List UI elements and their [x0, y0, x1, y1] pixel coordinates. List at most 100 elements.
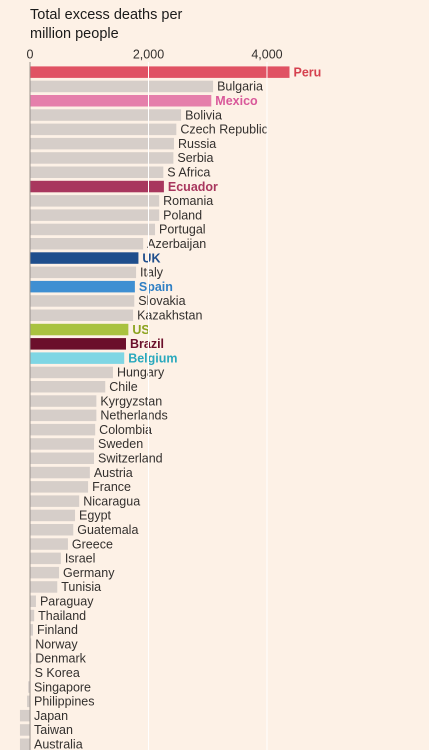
- category-label: Sweden: [98, 437, 143, 451]
- category-label: Finland: [37, 623, 78, 637]
- category-label: Denmark: [35, 652, 86, 666]
- bar: [30, 452, 94, 464]
- category-label: Switzerland: [98, 452, 163, 466]
- bar: [30, 195, 160, 207]
- bar: [30, 438, 94, 450]
- category-label: Spain: [139, 280, 173, 294]
- category-label: Netherlands: [100, 409, 167, 423]
- chart-title: Total excess deaths per million people: [30, 7, 183, 42]
- bar: [19, 724, 31, 736]
- category-label: Israel: [65, 552, 96, 566]
- bar: [19, 738, 31, 750]
- bar: [30, 595, 36, 607]
- bar: [30, 295, 135, 307]
- x-tick-label: 4,000: [251, 47, 282, 61]
- bar: [30, 338, 126, 350]
- bar: [30, 352, 125, 364]
- bar: [30, 238, 144, 250]
- category-label: Australia: [34, 738, 83, 750]
- category-label: Japan: [34, 709, 68, 723]
- category-label: Romania: [163, 194, 213, 208]
- bar: [30, 509, 76, 522]
- bar: [30, 123, 177, 136]
- category-label: Bulgaria: [217, 80, 263, 94]
- bar: [30, 280, 135, 293]
- bar: [30, 423, 96, 436]
- bar: [19, 709, 31, 722]
- bar: [30, 466, 90, 479]
- bar: [30, 95, 212, 107]
- category-label: Philippines: [34, 695, 94, 709]
- category-label: Austria: [94, 466, 133, 480]
- bar: [30, 609, 35, 622]
- category-label: S Africa: [167, 166, 210, 180]
- category-label: Chile: [109, 380, 138, 394]
- category-label: Taiwan: [34, 723, 73, 737]
- category-label: Norway: [35, 637, 78, 651]
- bar: [30, 166, 164, 178]
- bar: [30, 652, 32, 665]
- category-label: Russia: [178, 137, 216, 151]
- bar: [30, 109, 182, 121]
- category-label: Slovakia: [138, 294, 185, 308]
- category-label: Paraguay: [40, 595, 94, 609]
- category-label: Azerbaijan: [147, 237, 206, 251]
- category-label: Poland: [163, 208, 202, 222]
- bar: [30, 223, 156, 236]
- bar: [30, 638, 32, 650]
- bar: [30, 366, 113, 379]
- bar: [30, 66, 290, 78]
- bar: [30, 252, 139, 264]
- bar: [30, 538, 68, 550]
- bar: [30, 495, 80, 507]
- bar: [30, 323, 129, 336]
- category-label: UK: [142, 251, 160, 265]
- bar: [28, 681, 31, 693]
- category-label: Colombia: [99, 423, 152, 437]
- category-label: Czech Republic: [180, 123, 268, 137]
- bar: [30, 624, 33, 636]
- category-label: Tunisia: [61, 580, 101, 594]
- bar: [30, 581, 58, 593]
- bar: [30, 80, 214, 93]
- bar: [30, 266, 137, 279]
- x-tick-label: 2,000: [133, 47, 164, 61]
- category-label: Hungary: [117, 366, 165, 380]
- bar: [30, 309, 134, 321]
- category-label: Italy: [140, 266, 164, 280]
- category-label: Peru: [293, 65, 321, 79]
- bar: [30, 481, 89, 493]
- category-label: Kazakhstan: [137, 309, 202, 323]
- category-label: France: [92, 480, 131, 494]
- category-label: Germany: [63, 566, 115, 580]
- bar: [30, 381, 106, 393]
- category-label: Guatemala: [77, 523, 138, 537]
- category-label: Kyrgyzstan: [100, 394, 162, 408]
- category-label: Ecuador: [168, 180, 218, 194]
- x-tick-label: 0: [27, 47, 34, 61]
- category-label: Mexico: [215, 94, 258, 108]
- bar: [27, 695, 31, 708]
- category-label: Nicaragua: [83, 494, 140, 508]
- category-label: Thailand: [38, 609, 86, 623]
- category-label: Egypt: [79, 509, 111, 523]
- category-label: S Korea: [35, 666, 80, 680]
- category-label: Brazil: [130, 337, 164, 351]
- category-label: Belgium: [128, 351, 177, 365]
- bar: [30, 552, 61, 565]
- bar: [30, 209, 160, 221]
- category-label: Singapore: [34, 680, 91, 694]
- bar: [30, 395, 97, 407]
- bar: [30, 524, 74, 536]
- category-label: Portugal: [159, 223, 206, 237]
- bar: [30, 566, 60, 579]
- category-label: US: [132, 323, 149, 337]
- category-label: Serbia: [177, 151, 213, 165]
- bar: [30, 409, 97, 422]
- bar: [30, 180, 164, 193]
- category-label: Greece: [72, 537, 113, 551]
- bar: [30, 152, 174, 164]
- category-label: Bolivia: [185, 108, 222, 122]
